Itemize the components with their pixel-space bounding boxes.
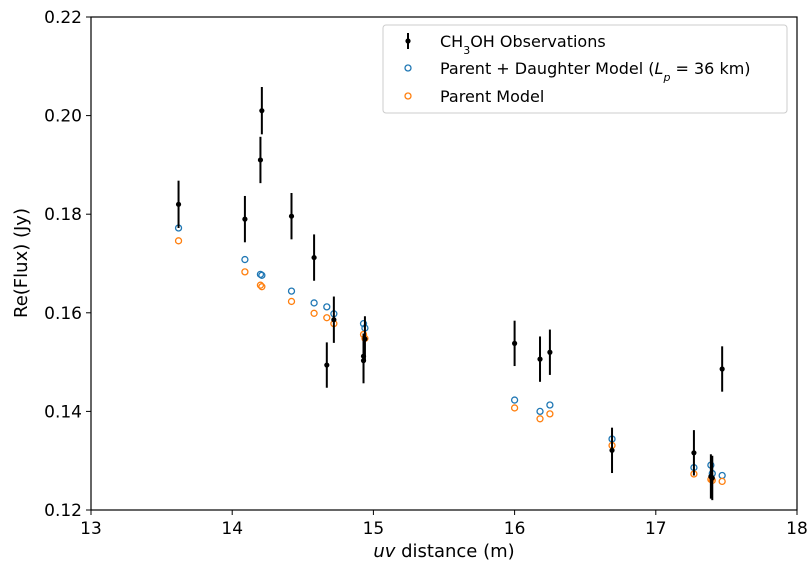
legend-dot-icon [405,38,411,44]
legend-text-part: L [655,59,664,78]
x-axis-label-part: uv [373,541,395,562]
axis-ticks: 13 14 15 16 17 18 0.12 0.14 0.16 0.18 0.20 0.22 [44,8,808,539]
observation-marker [511,340,518,346]
parent-daughter-model-point [258,271,266,279]
observation-marker [709,475,715,481]
parent-daughter-model-point [287,287,296,295]
observation-marker [537,356,543,362]
observation-point [257,136,264,184]
parent-model-point [256,281,265,289]
legend-text-part: Parent + Daughter Model ( [440,59,655,78]
y-tick-label: 0.12 [44,501,82,521]
parent-daughter-model-point [536,407,544,416]
x-axis-label: uv distance (m) [373,541,514,562]
plot-frame [90,16,798,511]
observation-point [311,234,317,281]
x-tick-label: 14 [221,519,243,539]
observation-point [362,316,368,362]
parent-model-point [174,237,183,245]
observation-marker [257,157,264,163]
observation-marker [691,450,697,456]
x-tick-label: 17 [645,519,667,539]
legend-text-part: p [662,71,670,84]
parent-model-point [310,309,318,317]
legend-label-parent: Parent Model [440,87,544,106]
observation-point [324,342,330,388]
x-tick-label: 18 [786,519,808,539]
y-tick-label: 0.22 [44,8,82,28]
observation-marker [311,254,317,261]
legend-circle-icon [404,92,412,100]
observation-marker [288,213,295,219]
observation-point [511,320,518,367]
legend-label-pd: Parent + Daughter Model (Lp = 36 km) [440,59,751,84]
parent-daughter-model-point [510,396,519,404]
parent-model-point [718,477,726,486]
observation-marker [719,366,725,372]
legend-circle-icon [404,64,412,72]
parent-model-point [241,268,249,276]
y-tick-label: 0.18 [44,205,82,225]
y-axis-label: Re(Flux) (Jy) [11,208,32,318]
observation-point [719,346,725,392]
observation-marker [259,108,265,114]
parent-daughter-model-point [310,299,318,307]
observation-marker [547,349,553,355]
observation-marker [175,201,182,207]
parent-daughter-model-point [359,319,368,328]
observation-marker [362,336,368,342]
observation-point [547,329,553,375]
observation-point [259,87,265,135]
legend-text-part: = 36 km) [670,59,750,78]
x-tick-label: 13 [80,519,102,539]
observation-point [331,296,337,343]
observation-point [691,430,697,476]
observation-point [709,455,715,501]
parent-model-point [536,415,544,423]
legend-label-obs: CH3OH Observations [440,32,606,57]
x-tick-label: 15 [363,519,385,539]
series-pd [174,224,726,480]
series-obs [175,87,725,501]
parent-model-point [510,404,519,412]
data-marks [174,87,726,501]
parent-daughter-model-point [546,401,554,409]
parent-model-point [546,410,554,418]
observation-point [537,336,543,382]
observation-marker [331,317,337,323]
observation-point [242,195,248,243]
parent-daughter-model-point [323,303,331,311]
parent-daughter-model-point [256,270,265,278]
legend-text-part: Parent Model [440,87,544,106]
y-tick-label: 0.16 [44,304,82,324]
parent-model-point [323,314,331,322]
y-tick-label: 0.14 [44,402,82,422]
x-tick-label: 16 [504,519,526,539]
observation-marker [242,216,248,222]
parent-daughter-model-point [241,255,249,264]
legend-text-part: CH [440,32,463,51]
x-axis-label-part: distance (m) [395,541,514,562]
parent-model-point [258,283,266,291]
legend-text-part: OH Observations [470,32,605,51]
observation-marker [324,362,330,368]
observation-marker [609,447,615,453]
observation-point [288,193,295,240]
y-tick-label: 0.20 [44,107,82,127]
parent-daughter-model-point [718,471,726,480]
parent-model-point [287,297,296,306]
legend-box [382,24,788,114]
observation-point [175,180,182,229]
legend-text-part: 3 [463,44,470,57]
observation-point [609,427,615,474]
